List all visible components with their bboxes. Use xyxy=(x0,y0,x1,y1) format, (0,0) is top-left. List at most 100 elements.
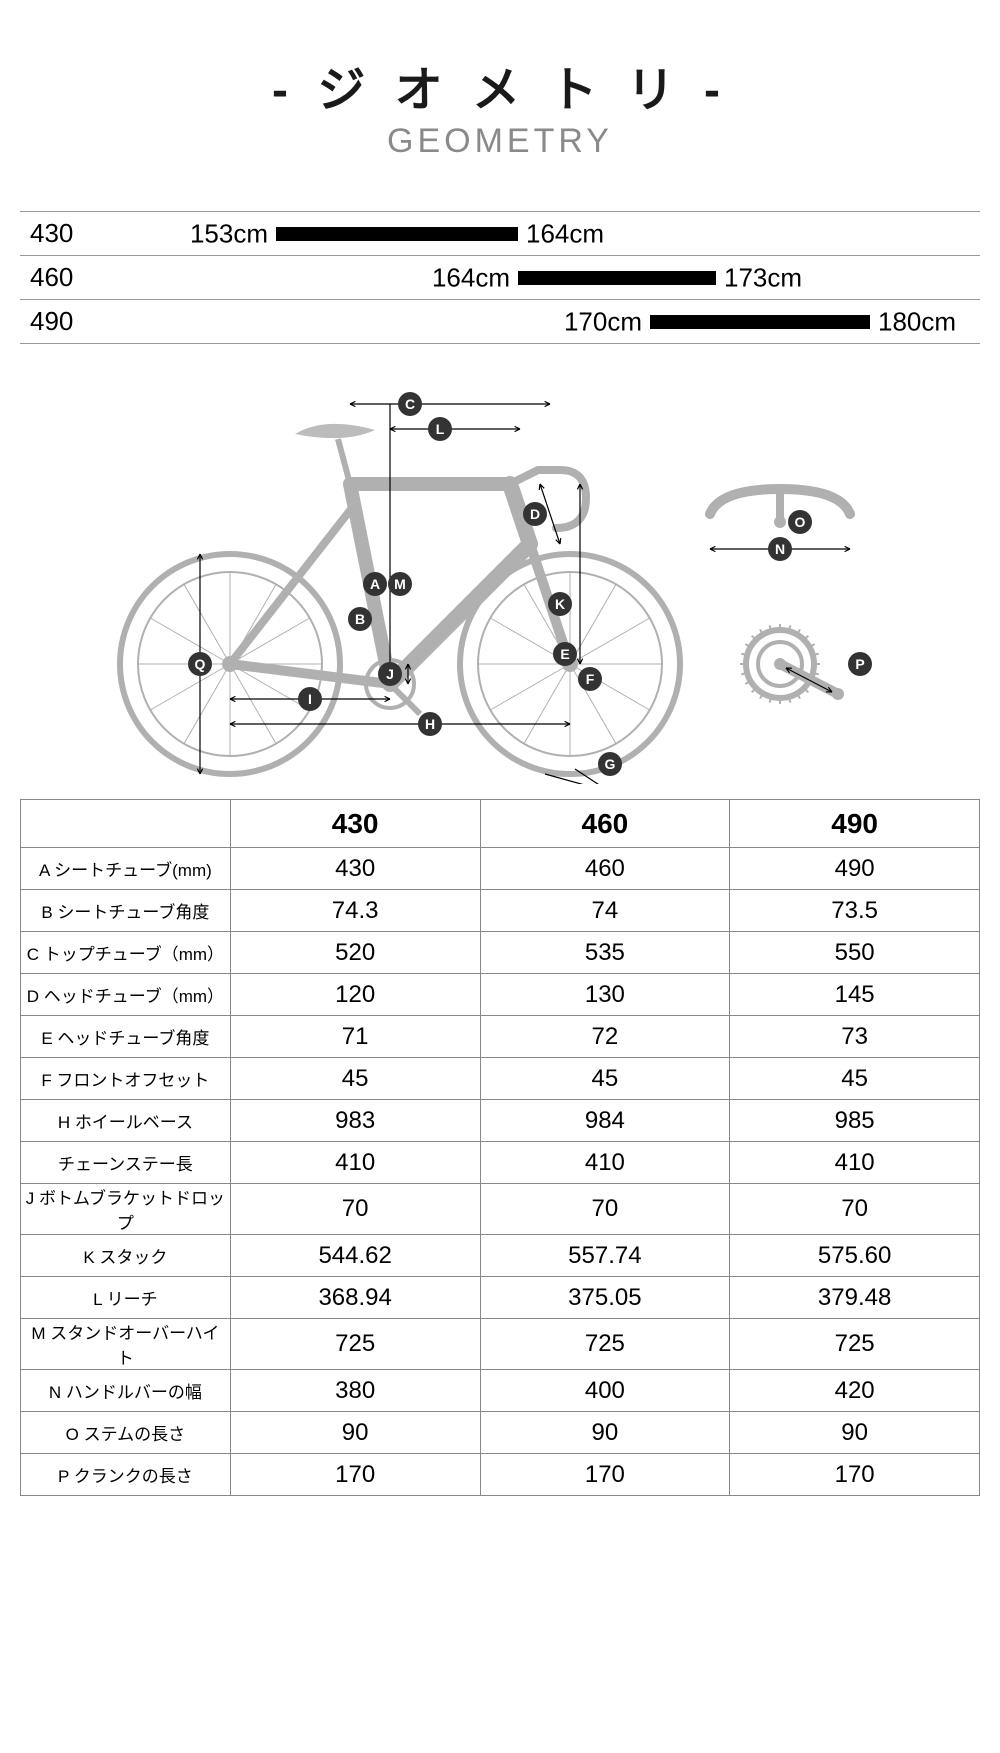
value-cell: 170 xyxy=(730,1454,980,1496)
row-label: E ヘッドチューブ角度 xyxy=(21,1016,231,1058)
svg-text:L: L xyxy=(436,421,445,437)
size-label: 430 xyxy=(20,218,100,249)
size-label: 460 xyxy=(20,262,100,293)
table-row: C トップチューブ（mm）520535550 xyxy=(21,932,980,974)
range-area: 170cm180cm xyxy=(100,300,980,343)
row-label: M スタンドオーバーハイト xyxy=(21,1319,231,1370)
value-cell: 72 xyxy=(480,1016,730,1058)
svg-text:A: A xyxy=(370,576,380,592)
table-row: P クランクの長さ170170170 xyxy=(21,1454,980,1496)
svg-text:C: C xyxy=(405,396,415,412)
table-row: N ハンドルバーの幅380400420 xyxy=(21,1370,980,1412)
value-cell: 420 xyxy=(730,1370,980,1412)
row-label: B シートチューブ角度 xyxy=(21,890,231,932)
table-header-cell: 460 xyxy=(480,800,730,848)
table-row: M スタンドオーバーハイト725725725 xyxy=(21,1319,980,1370)
value-cell: 145 xyxy=(730,974,980,1016)
size-range-chart: 430 153cm 164cm 460 164cm 173cm 490170cm180cm xyxy=(20,211,980,344)
range-end-label: 164cm xyxy=(526,218,604,249)
value-cell: 983 xyxy=(230,1100,480,1142)
range-start-label: 153cm xyxy=(190,218,268,249)
value-cell: 90 xyxy=(730,1412,980,1454)
svg-text:J: J xyxy=(386,666,394,682)
value-cell: 430 xyxy=(230,848,480,890)
row-label: D ヘッドチューブ（mm） xyxy=(21,974,231,1016)
table-row: K スタック544.62557.74575.60 xyxy=(21,1235,980,1277)
value-cell: 45 xyxy=(730,1058,980,1100)
row-label: O ステムの長さ xyxy=(21,1412,231,1454)
table-row: F フロントオフセット454545 xyxy=(21,1058,980,1100)
row-label: F フロントオフセット xyxy=(21,1058,231,1100)
range-bar xyxy=(650,315,870,329)
size-label: 490 xyxy=(20,306,100,337)
range-end-label: 173cm xyxy=(724,262,802,293)
table-row: J ボトムブラケットドロップ707070 xyxy=(21,1184,980,1235)
value-cell: 575.60 xyxy=(730,1235,980,1277)
value-cell: 725 xyxy=(480,1319,730,1370)
svg-text:K: K xyxy=(555,596,565,612)
value-cell: 73.5 xyxy=(730,890,980,932)
svg-text:D: D xyxy=(530,506,540,522)
svg-text:I: I xyxy=(308,691,312,707)
row-label: P クランクの長さ xyxy=(21,1454,231,1496)
svg-text:E: E xyxy=(560,646,569,662)
value-cell: 74.3 xyxy=(230,890,480,932)
value-cell: 410 xyxy=(230,1142,480,1184)
row-label: H ホイールベース xyxy=(21,1100,231,1142)
value-cell: 170 xyxy=(480,1454,730,1496)
svg-text:H: H xyxy=(425,716,435,732)
svg-text:Q: Q xyxy=(195,656,206,672)
value-cell: 90 xyxy=(480,1412,730,1454)
value-cell: 725 xyxy=(230,1319,480,1370)
value-cell: 544.62 xyxy=(230,1235,480,1277)
title-japanese: - ジ オ メ ト リ - xyxy=(0,50,1000,120)
value-cell: 984 xyxy=(480,1100,730,1142)
row-label: L リーチ xyxy=(21,1277,231,1319)
value-cell: 90 xyxy=(230,1412,480,1454)
value-cell: 70 xyxy=(480,1184,730,1235)
row-label: K スタック xyxy=(21,1235,231,1277)
size-range-row: 430 153cm 164cm xyxy=(20,212,980,256)
range-bar xyxy=(518,271,716,285)
row-label: J ボトムブラケットドロップ xyxy=(21,1184,231,1235)
table-row: L リーチ368.94375.05379.48 xyxy=(21,1277,980,1319)
value-cell: 71 xyxy=(230,1016,480,1058)
value-cell: 490 xyxy=(730,848,980,890)
value-cell: 410 xyxy=(730,1142,980,1184)
title-english: GEOMETRY xyxy=(0,122,1000,161)
range-bar xyxy=(276,227,518,241)
geometry-diagram: ABCDEFGHIJKLMNOPQ xyxy=(0,364,1000,789)
value-cell: 45 xyxy=(230,1058,480,1100)
row-label: N ハンドルバーの幅 xyxy=(21,1370,231,1412)
table-row: H ホイールベース983984985 xyxy=(21,1100,980,1142)
value-cell: 380 xyxy=(230,1370,480,1412)
value-cell: 410 xyxy=(480,1142,730,1184)
value-cell: 379.48 xyxy=(730,1277,980,1319)
table-header-cell: 430 xyxy=(230,800,480,848)
value-cell: 557.74 xyxy=(480,1235,730,1277)
table-row: D ヘッドチューブ（mm）120130145 xyxy=(21,974,980,1016)
size-range-row: 490170cm180cm xyxy=(20,300,980,344)
value-cell: 400 xyxy=(480,1370,730,1412)
value-cell: 70 xyxy=(230,1184,480,1235)
value-cell: 70 xyxy=(730,1184,980,1235)
range-end-label: 180cm xyxy=(878,306,956,337)
value-cell: 985 xyxy=(730,1100,980,1142)
row-label: C トップチューブ（mm） xyxy=(21,932,231,974)
svg-text:M: M xyxy=(394,576,406,592)
value-cell: 520 xyxy=(230,932,480,974)
title-block: - ジ オ メ ト リ - GEOMETRY xyxy=(0,0,1000,191)
table-row: E ヘッドチューブ角度717273 xyxy=(21,1016,980,1058)
row-label: チェーンステー長 xyxy=(21,1142,231,1184)
table-header-cell: 490 xyxy=(730,800,980,848)
geometry-table: 430460490 A シートチューブ(mm)430460490B シートチュー… xyxy=(20,799,980,1496)
value-cell: 375.05 xyxy=(480,1277,730,1319)
value-cell: 170 xyxy=(230,1454,480,1496)
svg-text:P: P xyxy=(855,656,864,672)
value-cell: 45 xyxy=(480,1058,730,1100)
range-start-label: 164cm xyxy=(432,262,510,293)
table-header-cell xyxy=(21,800,231,848)
value-cell: 725 xyxy=(730,1319,980,1370)
range-area: 164cm 173cm xyxy=(100,256,980,299)
value-cell: 460 xyxy=(480,848,730,890)
